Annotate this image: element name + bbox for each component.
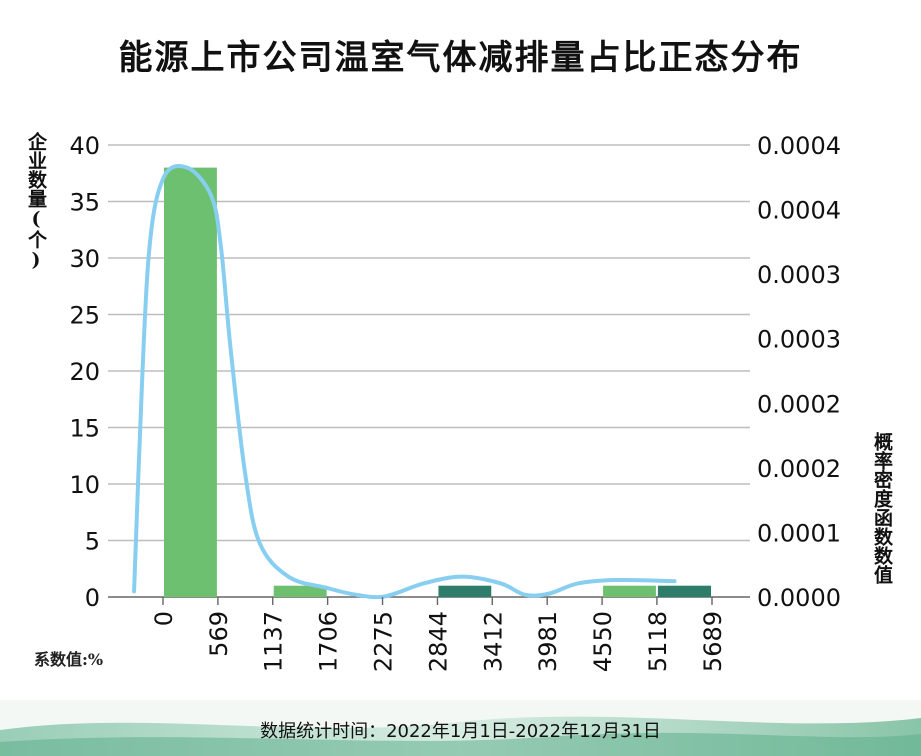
x-tick-label: 2275 [370,611,398,672]
y-tick-label: 0 [85,584,100,612]
x-tick-label: 569 [205,611,233,657]
x-tick-label: 3412 [479,611,507,672]
footer-date-range: 数据统计时间：2022年1月1日-2022年12月31日 [260,721,661,742]
footer-wave [0,700,921,756]
y2-axis-label: 概率密度函数数值 [871,432,893,584]
y2-tick-label: 0.0004 [757,132,841,160]
chart-title: 能源上市公司温室气体减排量占比正态分布 [118,38,803,78]
x-axis-label: 系数值:% [34,650,104,669]
histogram-bar [438,585,492,597]
y-tick-label: 20 [69,358,100,386]
x-tick-label: 5689 [699,611,727,672]
x-tick-label: 3981 [534,611,562,672]
histogram-bar [657,585,711,597]
x-tick-label: 2844 [424,611,452,672]
y2-tick-label: 0.0004 [757,197,841,225]
y2-tick-label: 0.0003 [757,261,841,289]
histogram-bar [164,167,217,597]
x-tick-label: 1706 [315,611,343,672]
y-tick-label: 5 [85,528,100,556]
y-tick-label: 40 [69,132,100,160]
y-tick-label: 10 [69,471,100,499]
y-tick-label: 25 [69,302,100,330]
y2-tick-label: 0.0001 [757,519,841,547]
y-tick-label: 15 [69,415,100,443]
y2-tick-label: 0.0003 [757,326,841,354]
plot-area: 0 5 10 15 20 25 30 35 40 0.0000 0.0001 0.0002 0.000… [69,132,841,672]
density-curve [132,163,677,600]
histogram-bar [603,585,656,597]
y2-tick-label: 0.0002 [757,455,841,483]
x-tick-label: 4550 [589,611,617,672]
x-tick-label: 5118 [644,611,672,672]
y2-tick-label: 0.0000 [757,584,841,612]
x-tick-label: 0 [150,611,178,626]
y-tick-label: 35 [69,189,100,217]
y2-tick-label: 0.0002 [757,390,841,418]
y-tick-label: 30 [69,245,100,273]
histogram-bar [273,585,327,597]
y-axis-label: 企业数量(个) [25,132,47,271]
x-tick-label: 1137 [260,611,288,672]
